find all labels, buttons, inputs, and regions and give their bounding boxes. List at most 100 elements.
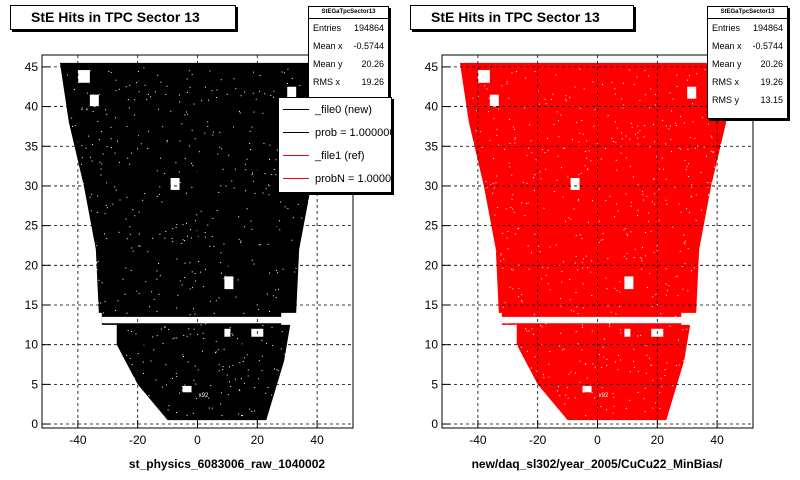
speckle: [176, 307, 178, 309]
speckle: [488, 304, 490, 306]
speckle: [483, 85, 485, 87]
speckle: [692, 103, 694, 105]
speckle: [156, 311, 158, 313]
speckle: [648, 75, 650, 77]
speckle: [631, 126, 633, 128]
speckle: [299, 270, 301, 272]
speckle: [275, 174, 277, 176]
speckle: [510, 410, 512, 412]
speckle: [467, 259, 469, 261]
speckle: [116, 319, 118, 321]
speckle: [238, 413, 240, 415]
speckle: [73, 206, 75, 208]
y-tick-label: 25: [25, 219, 39, 233]
stats-label: Entries: [712, 23, 741, 33]
stats-value: -0.5744: [353, 41, 384, 51]
speckle: [512, 288, 514, 290]
speckle: [250, 149, 252, 151]
speckle: [712, 183, 714, 185]
speckle: [275, 289, 277, 291]
speckle: [153, 349, 155, 351]
right-stats-box: StEGaTpcSector13 Entries 194864 Mean x -0.…: [707, 6, 788, 119]
speckle: [269, 185, 271, 187]
speckle: [656, 156, 658, 158]
speckle: [486, 187, 488, 189]
speckle: [183, 355, 185, 357]
speckle: [582, 283, 584, 285]
speckle: [612, 393, 614, 395]
speckle: [262, 112, 264, 114]
speckle: [254, 410, 256, 412]
x-tick-label: 40: [710, 433, 724, 447]
speckle: [679, 148, 681, 150]
speckle: [587, 266, 589, 268]
speckle: [240, 240, 242, 242]
speckle: [676, 85, 678, 87]
speckle: [605, 148, 607, 150]
speckle: [709, 406, 711, 408]
speckle: [625, 135, 627, 137]
speckle: [606, 364, 608, 366]
speckle: [531, 328, 533, 330]
speckle: [600, 158, 602, 160]
speckle: [574, 397, 576, 399]
speckle: [713, 151, 715, 153]
speckle: [267, 386, 269, 388]
speckle: [636, 137, 638, 139]
speckle: [238, 110, 240, 112]
speckle: [475, 186, 477, 188]
speckle: [245, 169, 247, 171]
speckle: [561, 349, 563, 351]
speckle: [598, 188, 600, 190]
speckle: [191, 162, 193, 164]
speckle: [668, 284, 670, 286]
speckle: [496, 175, 498, 177]
speckle: [84, 359, 86, 361]
speckle: [267, 184, 269, 186]
speckle: [226, 281, 228, 283]
speckle: [493, 187, 495, 189]
speckle: [494, 214, 496, 216]
speckle: [503, 258, 505, 260]
speckle: [73, 89, 75, 91]
speckle: [79, 287, 81, 289]
speckle: [549, 246, 551, 248]
speckle: [621, 98, 623, 100]
speckle: [191, 186, 193, 188]
speckle: [224, 275, 226, 277]
speckle: [518, 358, 520, 360]
speckle: [157, 74, 159, 76]
speckle: [594, 109, 596, 111]
speckle: [568, 217, 570, 219]
speckle: [702, 311, 704, 313]
speckle: [527, 245, 529, 247]
speckle: [687, 346, 689, 348]
speckle: [271, 326, 273, 328]
y-tick-label: 40: [425, 100, 439, 114]
speckle: [323, 235, 325, 237]
speckle: [569, 96, 571, 98]
speckle: [577, 313, 579, 315]
speckle: [209, 245, 211, 247]
speckle: [644, 125, 646, 127]
speckle: [475, 130, 477, 132]
speckle: [242, 318, 244, 320]
speckle: [251, 172, 253, 174]
speckle: [507, 248, 509, 250]
speckle: [527, 147, 529, 149]
speckle: [649, 146, 651, 148]
speckle: [565, 98, 567, 100]
speckle: [287, 365, 289, 367]
stats-label: Mean x: [313, 41, 343, 51]
speckle: [192, 412, 194, 414]
speckle: [476, 223, 478, 225]
speckle: [317, 350, 319, 352]
speckle: [281, 331, 283, 333]
speckle: [69, 407, 71, 409]
speckle: [720, 400, 722, 402]
speckle: [65, 245, 67, 247]
speckle: [75, 192, 77, 194]
speckle: [687, 148, 689, 150]
speckle: [297, 203, 299, 205]
stats-value: 194864: [752, 23, 783, 33]
